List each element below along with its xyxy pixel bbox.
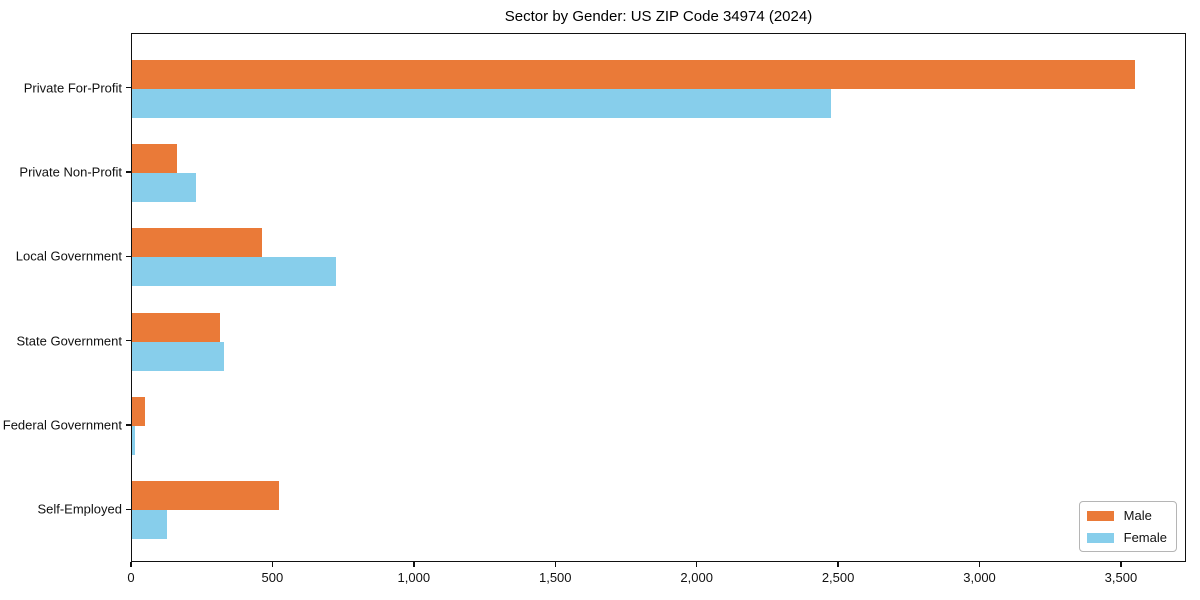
bar-male-federal-government [132, 396, 146, 426]
x-tick-label-2000: 2,000 [680, 570, 713, 585]
legend-swatch-female [1086, 532, 1114, 543]
x-tick-mark-2000 [695, 562, 698, 567]
x-tick-mark-500 [271, 562, 274, 567]
x-tick-label-500: 500 [261, 570, 284, 585]
y-tick-label-private-for-profit: Private For-Profit [23, 80, 122, 96]
y-tick-mark-private-non-profit [126, 171, 131, 173]
y-tick-mark-self-employed [126, 508, 131, 511]
x-tick-label-1500: 1,500 [538, 570, 572, 585]
x-tick-mark-1500 [554, 562, 556, 567]
legend-swatch-male [1086, 510, 1114, 521]
y-tick-label-local-government: Local Government [15, 248, 122, 264]
plot-area [131, 33, 1186, 562]
legend-label-female: Female [1123, 530, 1167, 545]
bar-male-local-government [132, 228, 263, 258]
bar-male-state-government [132, 312, 220, 342]
chart-title: Sector by Gender: US ZIP Code 34974 (202… [504, 8, 813, 25]
bar-male-self-employed [132, 481, 280, 511]
x-tick-label-0: 0 [127, 570, 135, 585]
bar-male-private-non-profit [132, 144, 178, 174]
x-tick-mark-3000 [978, 562, 981, 567]
x-tick-mark-3500 [1120, 562, 1122, 567]
x-tick-label-3000: 3,000 [963, 570, 996, 585]
legend-item-male: Male [1086, 508, 1167, 523]
x-tick-label-2500: 2,500 [821, 570, 855, 585]
x-tick-mark-1000 [413, 562, 415, 567]
y-tick-label-federal-government: Federal Government [2, 417, 122, 433]
x-tick-label-1000: 1,000 [397, 570, 431, 585]
x-tick-label-3500: 3,500 [1104, 570, 1138, 585]
x-tick-mark-2500 [837, 562, 839, 567]
legend: Male Female [1078, 501, 1177, 552]
bar-male-private-for-profit [132, 59, 1135, 89]
y-tick-mark-federal-government [126, 424, 131, 426]
bar-female-local-government [132, 257, 336, 287]
y-tick-mark-local-government [126, 255, 131, 258]
bar-female-federal-government [132, 425, 135, 455]
x-tick-mark-0 [130, 562, 132, 567]
bar-female-private-for-profit [132, 88, 831, 118]
y-tick-label-self-employed: Self-Employed [37, 501, 122, 517]
bar-female-state-government [132, 341, 224, 371]
y-tick-label-private-non-profit: Private Non-Profit [19, 164, 122, 180]
y-tick-label-state-government: State Government [16, 333, 123, 349]
bar-female-self-employed [132, 510, 168, 540]
bar-female-private-non-profit [132, 173, 196, 203]
legend-label-male: Male [1123, 508, 1152, 523]
legend-item-female: Female [1086, 530, 1167, 545]
y-tick-mark-private-for-profit [126, 86, 131, 89]
y-tick-mark-state-government [126, 339, 131, 342]
